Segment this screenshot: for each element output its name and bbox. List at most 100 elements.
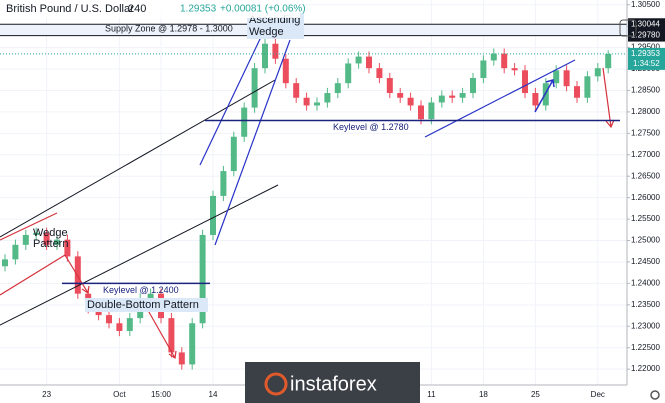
candle-body [480, 60, 487, 79]
level-box [628, 18, 665, 31]
arrow [64, 254, 90, 295]
y-tick-label: 1.22000 [631, 364, 660, 373]
candle-body [314, 102, 320, 106]
interval: 240 [128, 3, 146, 15]
y-tick-label: 1.30500 [631, 0, 660, 9]
x-tick-label: Oct [113, 390, 126, 399]
x-tick-label: Dec [591, 390, 605, 399]
level-label: 1.29780 [631, 31, 660, 40]
candle-body [438, 95, 445, 103]
candle-body [324, 93, 331, 103]
level-box [628, 29, 665, 42]
candle-body [355, 56, 362, 64]
header-bg [0, 0, 300, 18]
y-tick-label: 1.28500 [631, 86, 660, 95]
pattern-label: Double-Bottom Pattern [87, 299, 199, 311]
candle-body [251, 68, 258, 108]
candle-body [303, 97, 310, 106]
y-tick-label: 1.23500 [631, 300, 660, 309]
x-tick-label: 15:00 [151, 390, 172, 399]
arrow [534, 79, 555, 113]
candle-body [106, 315, 112, 324]
x-tick-label: 18 [479, 390, 488, 399]
wedge-lines [199, 17, 576, 246]
candle-body [490, 53, 497, 61]
settings-icon[interactable] [650, 390, 660, 400]
collapse-button[interactable] [619, 19, 637, 37]
candle-body [2, 259, 8, 267]
last-price: 1.29353 [180, 4, 217, 15]
candle-body [168, 318, 175, 353]
candle-body [501, 53, 508, 69]
channel-lower [0, 184, 279, 326]
candle-body [532, 93, 539, 106]
candle-body [262, 43, 268, 69]
candle-body [563, 70, 570, 87]
watermark-logo [264, 372, 288, 396]
y-tick-label: 1.25000 [631, 236, 660, 245]
candle-body [241, 107, 248, 137]
levels [0, 23, 627, 55]
change: +0.00081 (+0.06%) [220, 4, 306, 15]
label-bg [85, 298, 208, 312]
candle-body [386, 78, 393, 94]
candle-body [345, 63, 352, 84]
keylevel-label: Keylevel @ 1.2400 [103, 285, 179, 295]
candle-body [574, 86, 580, 98]
x-tick-label: 23 [42, 390, 51, 399]
y-tick-label: 1.22500 [631, 343, 660, 352]
candle-body [22, 234, 29, 245]
y-tick-label: 1.29500 [631, 43, 660, 52]
x-tick-label: 11 [427, 390, 436, 399]
pattern-label: Wedge [249, 26, 284, 38]
y-tick-label: 1.26000 [631, 193, 660, 202]
candle-body [210, 195, 216, 235]
candle-body [553, 70, 560, 84]
candle-body [293, 83, 300, 98]
watermark-box [245, 362, 420, 403]
candle-body [220, 171, 227, 196]
keylevel-label: Keylevel @ 1.2780 [333, 122, 409, 132]
pattern-label: Pattern [33, 238, 68, 250]
trend-line [424, 59, 576, 138]
candle-body [189, 323, 196, 365]
arrow [144, 304, 177, 360]
candle-body [470, 78, 476, 94]
wedge-line [0, 212, 58, 241]
y-tick-label: 1.26500 [631, 171, 660, 180]
watermark: instaforex [290, 373, 377, 395]
candle-body [126, 318, 133, 331]
candle-body [594, 68, 601, 77]
axis-labels: 1.305001.300001.295001.290001.285001.280… [42, 0, 665, 399]
candle-body [178, 352, 185, 365]
candle-body [230, 136, 237, 172]
candle-body [428, 102, 435, 120]
candle-body [116, 323, 123, 331]
channel-lines [0, 79, 279, 326]
candle-body [12, 244, 19, 260]
candle-body [418, 105, 424, 120]
small-wedge [0, 212, 66, 296]
candle-body [605, 53, 612, 69]
candle-body [584, 76, 591, 98]
last-price-label: 1.29353 [631, 49, 660, 58]
candle-body [366, 56, 372, 69]
candle-body [397, 93, 404, 98]
candle-body [459, 93, 466, 98]
wedge-lower [214, 39, 291, 246]
arrow [602, 67, 615, 129]
candle-body [33, 232, 40, 235]
supply-zone-label: Supply Zone @ 1.2978 - 1.3000 [105, 23, 233, 33]
y-tick-label: 1.23000 [631, 321, 660, 330]
y-tick-label: 1.25500 [631, 214, 660, 223]
red-arrows [64, 67, 615, 360]
candle-body [147, 293, 154, 299]
candle-body [334, 83, 341, 94]
candle-body [522, 70, 528, 94]
channel-upper [0, 79, 276, 238]
x-tick-label: 14 [209, 390, 218, 399]
candle-body [282, 58, 289, 84]
